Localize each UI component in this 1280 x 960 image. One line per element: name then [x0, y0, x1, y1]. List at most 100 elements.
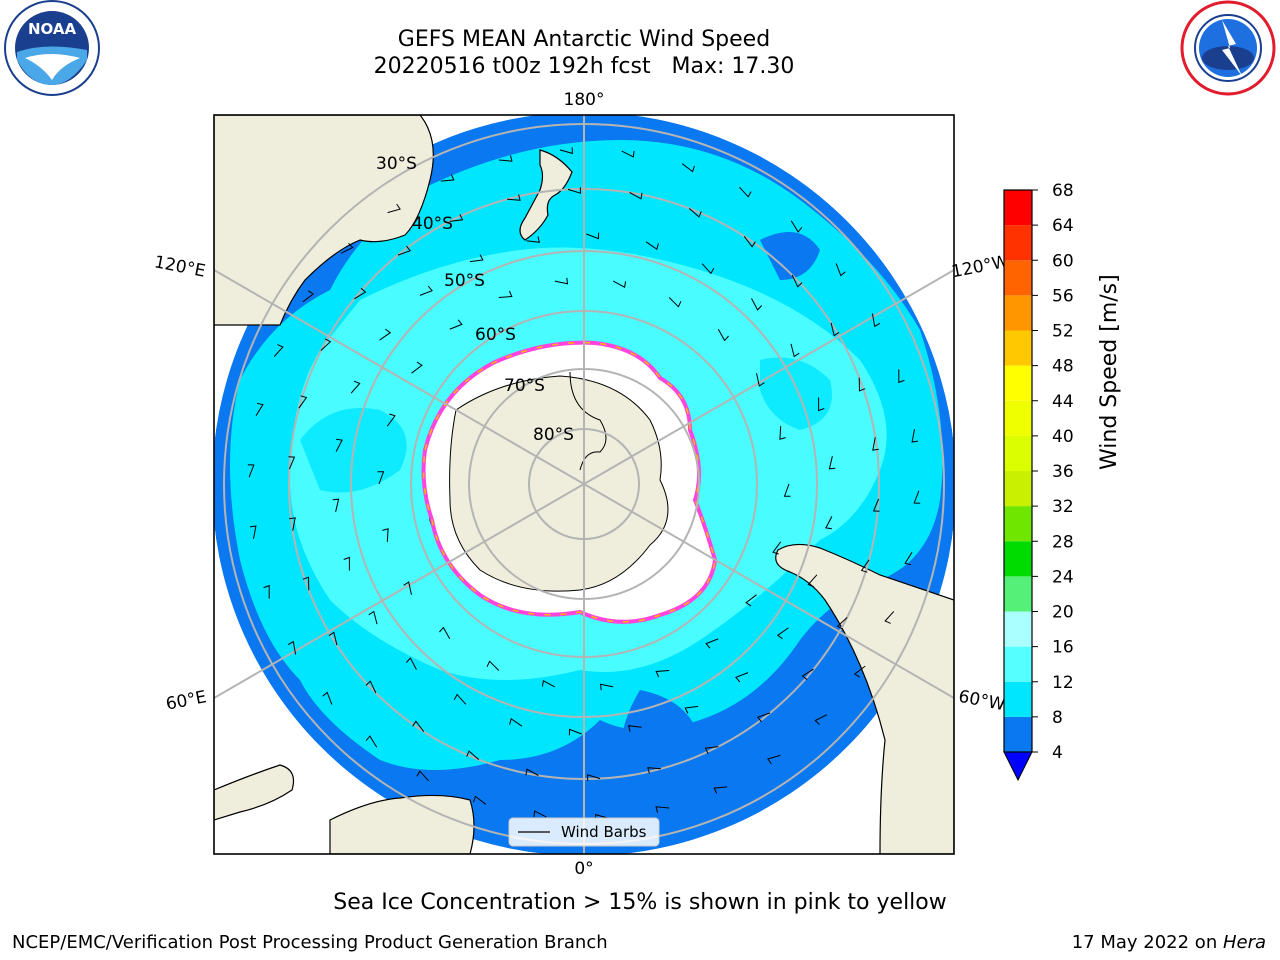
wind-barb [807, 574, 818, 588]
footer-producer: NCEP/EMC/Verification Post Processing Pr… [12, 932, 608, 953]
colorbar-bin [1004, 646, 1032, 682]
lat-label-60s: 60°S [475, 325, 516, 345]
wind-barb [735, 672, 749, 683]
wind-barb [453, 693, 467, 705]
colorbar-tick-label: 48 [1052, 357, 1074, 377]
colorbar-tick-label: 8 [1052, 708, 1063, 728]
wind-barb [526, 236, 540, 243]
australia [214, 115, 434, 326]
wind-barb [405, 657, 417, 670]
wind-barb [498, 155, 513, 162]
colorbar-bin [1004, 295, 1032, 331]
wind-barb [655, 806, 670, 813]
wind-barb [354, 287, 367, 300]
wind-barb [705, 638, 719, 649]
wind-barb [473, 795, 487, 805]
lat-label-70s: 70°S [504, 376, 545, 396]
lon-label-0: 0° [574, 859, 593, 879]
wind-barb [533, 810, 547, 818]
wind-barb [586, 232, 600, 240]
wind-barb [790, 343, 800, 358]
wind-barb [688, 208, 702, 218]
wind-barb [365, 680, 377, 694]
wind-barb [599, 683, 614, 691]
colorbar-bin [1004, 506, 1032, 542]
wind-barb [779, 426, 786, 440]
wind-barb [568, 728, 582, 736]
wind-barb [828, 455, 836, 470]
wind-barb [913, 490, 921, 504]
colorbar-tick-label: 36 [1052, 462, 1074, 482]
colorbar-bin [1004, 190, 1032, 226]
map-title: GEFS MEAN Antarctic Wind Speed [397, 27, 771, 52]
wind-barb [830, 322, 840, 337]
wind-barb [884, 611, 895, 624]
wind-barb [858, 377, 866, 392]
new-zealand [519, 149, 573, 241]
wind-barb [743, 235, 756, 248]
footer-date: 17 May 2022 on Hera [1072, 932, 1266, 953]
colorbar-title: Wind Speed [m/s] [1097, 274, 1122, 470]
colorbar-tick-label: 44 [1052, 392, 1074, 412]
wind-barb [298, 395, 308, 409]
wind-barb [386, 413, 396, 427]
colorbar-tick-label: 52 [1052, 322, 1074, 342]
wind-barb [629, 192, 643, 200]
colorbar-tick-label: 64 [1052, 216, 1074, 236]
wind-barb [756, 373, 765, 387]
wind-barb [836, 617, 848, 630]
wind-barb [255, 402, 264, 416]
wind-barb [645, 241, 659, 251]
nws-logo [1180, 0, 1276, 96]
sea-ice [421, 340, 718, 624]
footer-date-text: 17 May 2022 on [1071, 932, 1223, 953]
colorbar-tick-label: 32 [1052, 497, 1074, 517]
colorbar-bin [1004, 716, 1032, 752]
colorbar-tick-label: 60 [1052, 251, 1074, 271]
wind-barb [668, 297, 682, 308]
wind-barb [628, 725, 642, 732]
colorbar-under-arrow [1003, 751, 1033, 782]
colorbar-bin [1004, 611, 1032, 647]
wind-barb [541, 680, 556, 688]
lon-label-120e: 120°E [153, 252, 208, 281]
footer-host: Hera [1222, 932, 1266, 953]
wind-barb [814, 714, 828, 726]
wind-barb [756, 712, 771, 723]
wind-barb [382, 528, 389, 542]
wind-barb [320, 338, 332, 351]
wind-barb [825, 516, 833, 530]
colorbar-bin [1004, 225, 1032, 261]
lon-label-120w: 120°W [950, 252, 1011, 283]
colorbar-bin [1004, 471, 1032, 507]
wind-barb [350, 380, 361, 394]
wind-barb [287, 640, 297, 655]
colorbar-tick-label: 56 [1052, 286, 1074, 306]
wind-barb [288, 456, 296, 470]
wind-barb [567, 187, 582, 194]
wind-barb [365, 735, 378, 748]
noaa-logo-text: NOAA [28, 20, 77, 38]
colorbar-tick-label: 28 [1052, 532, 1074, 552]
wind-barb [790, 220, 803, 233]
wind-barb [263, 584, 270, 599]
wind-barb [904, 552, 913, 566]
latitude-labels: 30°S 40°S 50°S 60°S 70°S 80°S [376, 154, 574, 445]
wind-barb [439, 626, 451, 640]
wind-barb [449, 214, 464, 222]
wind-barb [377, 471, 385, 485]
wind-barb [498, 290, 513, 298]
colorbar-tick-label: 20 [1052, 603, 1074, 623]
wind-barb [559, 147, 573, 155]
wind-barb [340, 242, 354, 254]
wind-barb [387, 203, 401, 214]
wind-barb [612, 280, 627, 288]
wind-barb [767, 754, 781, 765]
wind-barb [681, 163, 695, 173]
wind-barb [249, 525, 257, 539]
wind-barb [416, 770, 429, 782]
wind-barb [713, 786, 728, 794]
wind-barb [411, 361, 423, 374]
colorbar-bin [1004, 400, 1032, 436]
